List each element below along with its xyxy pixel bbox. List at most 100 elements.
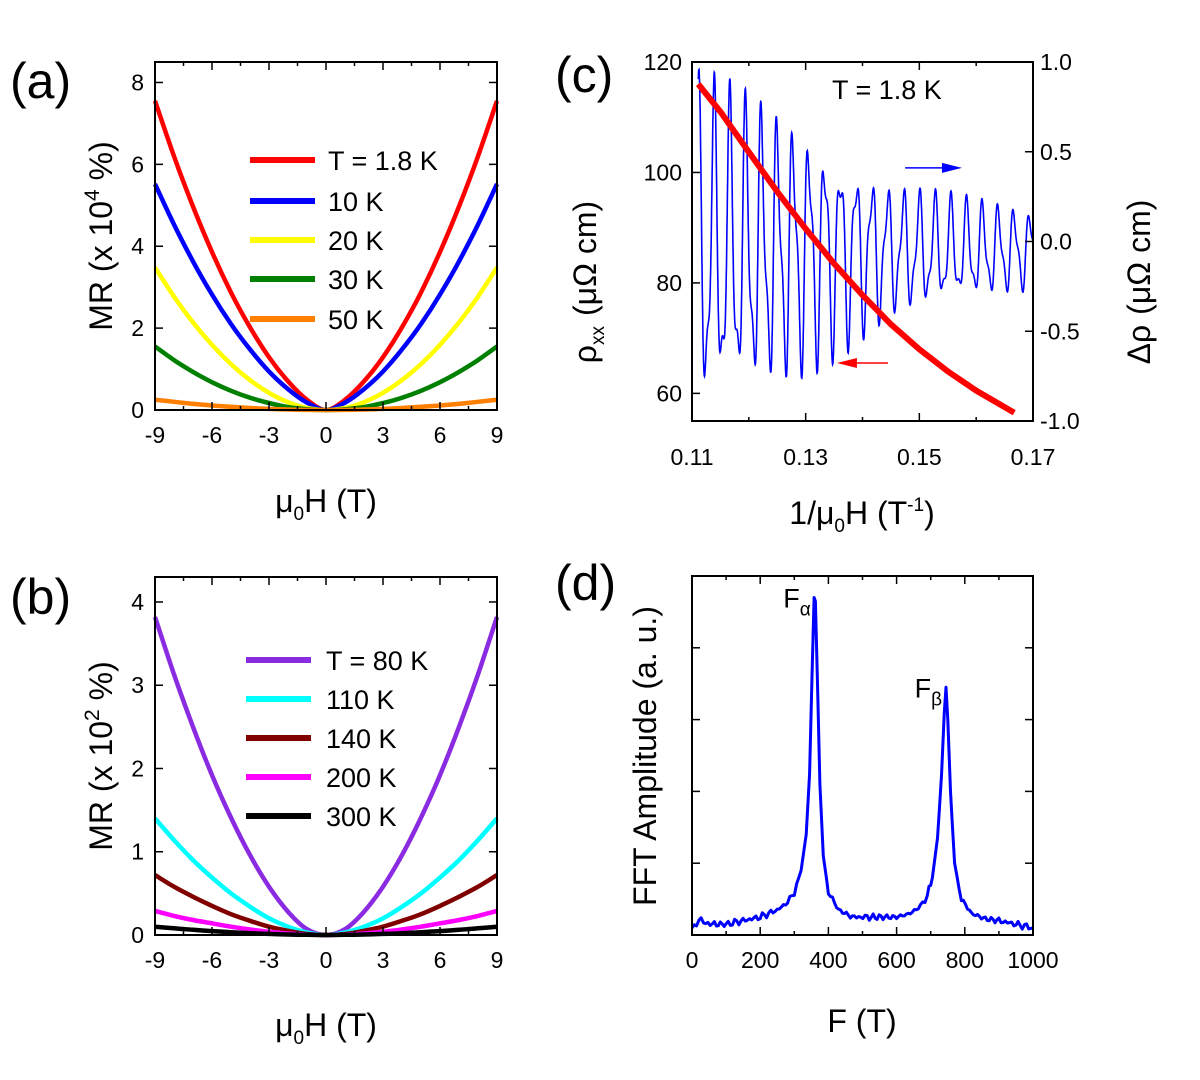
- x-tick-label: 0.11: [670, 444, 713, 470]
- panel-c-arrows: [836, 162, 962, 369]
- panel-c-x-tick-labels: 0.11 0.13 0.15 0.17: [670, 444, 1055, 470]
- legend-label: 20 K: [328, 226, 384, 256]
- x-tick-label: 0.15: [897, 444, 942, 470]
- x-label-mu: μ: [275, 483, 293, 519]
- y-label-pre: MR (x 10: [83, 201, 119, 331]
- x-label-rest: H (T): [304, 1007, 377, 1043]
- y-tick-label: 4: [131, 589, 144, 615]
- legend-label: 10 K: [328, 187, 384, 217]
- y-left-post: (μΩ cm): [567, 201, 603, 316]
- x-tick-label: 0: [320, 422, 333, 448]
- panel-b-label: (b): [10, 569, 71, 625]
- series-line: [153, 873, 499, 938]
- panel-a-series: [152, 100, 500, 413]
- x-label-sub: 0: [834, 516, 845, 537]
- peak-label-f-beta: Fβ: [915, 673, 943, 710]
- y-tick-label: 2: [131, 315, 144, 341]
- y-tick-label: 3: [131, 672, 144, 698]
- arrow-right-axis-head: [941, 162, 962, 173]
- y-label-post: %): [83, 141, 119, 189]
- y-tick-label: 0: [131, 397, 144, 423]
- panel-d-x-axis-label: F (T): [827, 1003, 896, 1039]
- y-tick-label-right: 0.0: [1040, 229, 1072, 255]
- panel-c-right-axis-label: Δρ (μΩ cm): [1121, 200, 1157, 365]
- panel-b-y-axis-label: MR (x 102 %): [81, 661, 119, 850]
- series-line: [153, 344, 499, 413]
- panel-c-left-axis-label: ρxx (μΩ cm): [567, 201, 609, 363]
- x-label-sup: -1: [907, 495, 924, 516]
- legend-label: 140 K: [326, 724, 397, 754]
- panel-c-x-axis-label: 1/μ0H (T-1): [789, 495, 934, 537]
- panel-b: (b) -9 -6 -3 0 3 6 9 0 1 2 3 4 μ0H (T) M…: [10, 569, 503, 1049]
- x-tick-label: -3: [259, 947, 279, 973]
- x-tick-label: 0: [686, 947, 699, 973]
- x-tick-label: 9: [491, 947, 504, 973]
- series-line: [152, 100, 500, 413]
- panel-a-legend: T = 1.8 K 10 K 20 K 30 K 50 K: [250, 146, 438, 335]
- x-tick-label: -9: [145, 947, 165, 973]
- legend-label: 200 K: [326, 763, 397, 793]
- x-tick-label: -6: [202, 947, 222, 973]
- x-tick-label: 600: [877, 947, 915, 973]
- peak-label-sub: β: [931, 689, 942, 710]
- y-left-sub: xx: [588, 326, 609, 346]
- y-tick-label: 2: [131, 755, 144, 781]
- y-tick-label: 1: [131, 839, 144, 865]
- x-tick-label: 3: [377, 947, 390, 973]
- x-tick-label: 0.13: [783, 444, 828, 470]
- y-tick-label-left: 80: [656, 270, 682, 296]
- x-tick-label: -6: [202, 422, 222, 448]
- x-tick-label: 0: [320, 947, 333, 973]
- x-tick-label: 0.17: [1011, 444, 1056, 470]
- delta-rho-line: [697, 67, 1034, 380]
- x-tick-label: 6: [434, 947, 447, 973]
- rho-xx-line: [695, 82, 1016, 416]
- legend-label: T = 1.8 K: [328, 146, 438, 176]
- panel-a-label: (a): [10, 53, 71, 109]
- x-tick-label: 6: [434, 422, 447, 448]
- y-tick-label-right: -1.0: [1040, 408, 1080, 434]
- x-tick-label: 1000: [1007, 947, 1058, 973]
- y-label-sup: 4: [81, 189, 104, 201]
- x-label-pre: 1/μ: [789, 495, 834, 531]
- panel-b-ticks: [154, 577, 498, 936]
- y-tick-label-right: 0.5: [1040, 139, 1072, 165]
- y-tick-label-right: 1.0: [1040, 49, 1072, 75]
- panel-b-x-axis-label: μ0H (T): [275, 1007, 377, 1049]
- y-tick-label: 8: [131, 69, 144, 95]
- y-label-pre: MR (x 10: [83, 721, 119, 851]
- panel-d-x-tick-labels: 0 200 400 600 800 1000: [686, 947, 1059, 973]
- panel-d: (d) 0 200 400 600 800 1000 F (T) FFT Amp…: [555, 555, 1059, 1039]
- x-tick-label: 400: [809, 947, 847, 973]
- y-tick-label: 6: [131, 151, 144, 177]
- peak-label-f-alpha: Fα: [783, 584, 811, 621]
- series-line: [152, 183, 500, 413]
- x-tick-label: 9: [491, 422, 504, 448]
- legend-label: 110 K: [326, 685, 395, 715]
- panel-d-label: (d): [555, 555, 616, 611]
- legend-label: T = 80 K: [326, 646, 428, 676]
- x-tick-label: 3: [377, 422, 390, 448]
- y-right-pre: Δρ: [1121, 325, 1157, 365]
- panel-a-y-axis-label: MR (x 104 %): [81, 141, 119, 330]
- legend-label: 50 K: [328, 305, 384, 335]
- panel-b-x-tick-labels: -9 -6 -3 0 3 6 9: [145, 947, 504, 973]
- legend-label: 300 K: [326, 802, 397, 832]
- y-label-sup: 2: [81, 709, 104, 721]
- x-tick-label: 200: [741, 947, 779, 973]
- y-tick-label: 4: [131, 233, 144, 259]
- x-label-mid: H (T: [845, 495, 907, 531]
- y-left-rho: ρ: [567, 345, 603, 363]
- panel-b-legend: T = 80 K 110 K 140 K 200 K 300 K: [246, 646, 428, 832]
- x-label-rest: H (T): [304, 483, 377, 519]
- panel-c-annotation: T = 1.8 K: [832, 75, 942, 105]
- y-tick-label-right: -0.5: [1040, 318, 1080, 344]
- x-label-sub: 0: [294, 1028, 305, 1049]
- peak-label-main: F: [915, 673, 932, 703]
- y-tick-label-left: 100: [644, 159, 682, 185]
- panel-b-y-tick-labels: 0 1 2 3 4: [131, 589, 144, 948]
- panel-d-frame: [691, 575, 1034, 936]
- panel-d-ticks: [691, 576, 1034, 936]
- x-tick-label: -3: [259, 422, 279, 448]
- panel-a-x-tick-labels: -9 -6 -3 0 3 6 9: [145, 422, 504, 448]
